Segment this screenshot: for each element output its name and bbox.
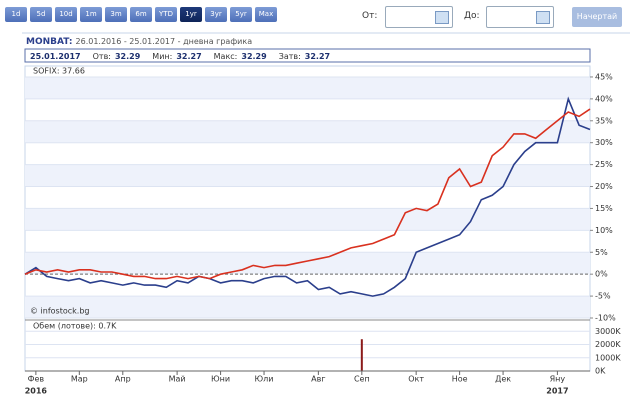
series-line [24,96,591,297]
grid-band [25,76,590,99]
y-tick-label: -5% [595,292,611,301]
year-label: 2017 [546,387,568,396]
quote-value: 32.29 [241,52,267,61]
quote-date: 25.01.2017 [30,52,81,61]
range-button[interactable]: 1yr [180,7,202,22]
quote-value: 32.27 [176,52,201,61]
x-tick-label: Сеп [354,375,370,384]
series-line [24,108,591,280]
from-input[interactable] [385,6,453,28]
quote-value: 32.29 [115,52,141,61]
volume-tick-label: 3000K [595,327,621,336]
y-tick-label: -10% [595,314,616,323]
x-tick-label: Яну [550,375,566,384]
y-tick-label: 25% [595,160,613,169]
y-tick-label: 20% [595,182,613,191]
x-tick-label: Юли [255,375,274,384]
x-tick-label: Мар [71,375,88,384]
x-tick-label: Май [169,375,186,384]
grid-band [25,296,590,318]
title: MONBAT: 26.01.2016 - 25.01.2017 - дневна … [26,37,252,47]
legend-label: SOFIX: 37.66 [33,67,85,76]
x-tick-label: Окт [408,375,424,384]
draw-button[interactable]: Начертай [572,7,622,27]
volume-tick-label: 1000K [595,353,621,362]
volume-tick-label: 2000K [595,340,621,349]
x-tick-label: Фев [28,375,45,384]
y-tick-label: 15% [595,204,613,213]
symbol: MONBAT: [26,37,73,47]
y-tick-label: 45% [595,72,613,81]
y-tick-label: 40% [595,94,613,103]
y-tick-label: 30% [595,138,613,147]
x-tick-label: Авг [311,375,325,384]
range-button[interactable]: 3m [105,7,127,22]
range-bar: 1d 5d 10d 1m 3m 6m YTD 1yr 3yr 5yr Max [5,7,277,22]
x-tick-label: Дек [495,375,511,384]
range-button[interactable]: 6m [130,7,152,22]
year-label: 2016 [25,387,48,396]
range-button[interactable]: 3yr [205,7,227,22]
range-button[interactable]: 10d [55,7,77,22]
volume-label: Обем (лотове): 0.7K [33,322,117,331]
volume-bar [360,339,363,371]
y-tick-label: 35% [595,116,613,125]
quote-value: 32.27 [305,52,330,61]
range-button[interactable]: 5d [30,7,52,22]
y-tick-label: 5% [595,248,608,257]
quote-label: Макс: [214,52,238,61]
quote-row: 25.01.2017 Отв: 32.29 Мин: 32.27 Макс: 32.29 За… [30,52,330,61]
range-button[interactable]: 5yr [230,7,252,22]
range-button[interactable]: 1m [80,7,102,22]
grid-band [25,208,590,231]
quote-label: Мин: [152,52,172,61]
range-button[interactable]: 1d [5,7,27,22]
volume-tick-label: 0K [595,367,606,376]
to-label: До: [464,11,480,21]
grid-band [25,164,590,187]
y-tick-label: 10% [595,226,613,235]
x-tick-label: Юни [211,375,230,384]
to-input[interactable] [486,6,554,28]
range-button[interactable]: Max [255,7,277,22]
y-tick-label: 0% [595,270,608,279]
x-tick-label: Апр [115,375,131,384]
grid-band [25,252,590,275]
quote-label: Затв: [279,52,301,61]
from-label: От: [362,11,378,21]
watermark: © infostock.bg [30,307,89,316]
range-button[interactable]: YTD [155,7,177,22]
quote-label: Отв: [93,52,111,61]
x-tick-label: Ное [452,375,468,384]
subtitle: 26.01.2016 - 25.01.2017 - дневна графика [76,37,253,46]
grid-band [25,120,590,143]
